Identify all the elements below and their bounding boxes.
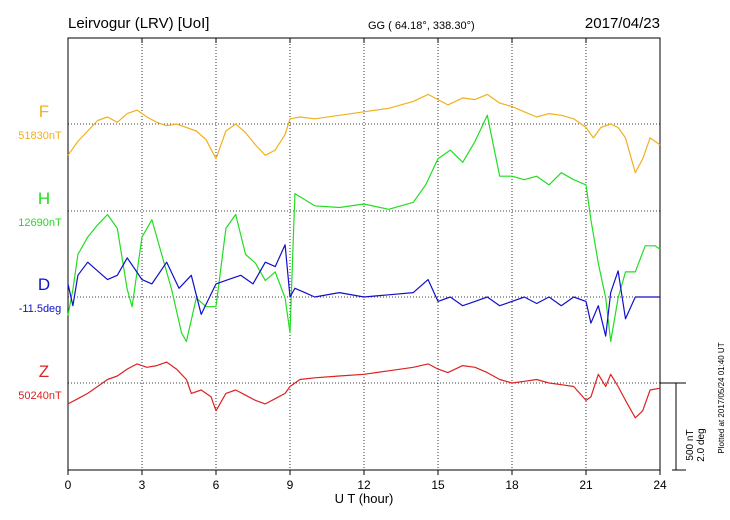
x-tick-label: 24 [653, 478, 667, 492]
x-tick-label: 21 [579, 478, 593, 492]
grid [141, 38, 587, 470]
series-baseline-z: 50240nT [18, 390, 62, 402]
series-line-h [67, 114, 661, 343]
x-axis-ticks: 0 3 6 9 12 15 18 21 24 [65, 38, 667, 492]
geographic-coordinates: GG ( 64.18°, 338.30°) [368, 20, 475, 32]
series-labels: F 51830nT H 12690nT D -11.5deg Z 50240nT [18, 102, 62, 402]
x-tick-label: 3 [139, 478, 146, 492]
x-tick-label: 15 [431, 478, 445, 492]
x-tick-label: 0 [65, 478, 72, 492]
series-line-f [67, 93, 661, 174]
scale-bar-deg-label: 2.0 deg [696, 428, 707, 461]
series-lines [67, 93, 661, 419]
x-tick-label: 18 [505, 478, 519, 492]
x-axis-label: U T (hour) [335, 491, 394, 506]
station-title: Leirvogur (LRV) [UoI] [68, 15, 209, 32]
series-name-z: Z [39, 362, 49, 381]
scale-bar: 500 nT 2.0 deg [660, 382, 707, 471]
series-baseline-f: 51830nT [18, 130, 62, 142]
x-tick-label: 9 [287, 478, 294, 492]
series-line-d [67, 244, 660, 337]
series-name-d: D [38, 275, 50, 294]
plot-date: 2017/04/23 [585, 15, 660, 32]
series-baseline-h: 12690nT [18, 217, 62, 229]
x-tick-label: 6 [213, 478, 220, 492]
x-tick-label: 12 [357, 478, 371, 492]
scale-bar-nt-label: 500 nT [685, 429, 696, 460]
series-name-h: H [38, 189, 50, 208]
series-baseline-d: -11.5deg [19, 303, 62, 315]
series-name-f: F [39, 102, 49, 121]
series-line-z [67, 361, 661, 419]
plotted-at-note: Plotted at 2017/05/24 01:40 UT [717, 342, 726, 453]
